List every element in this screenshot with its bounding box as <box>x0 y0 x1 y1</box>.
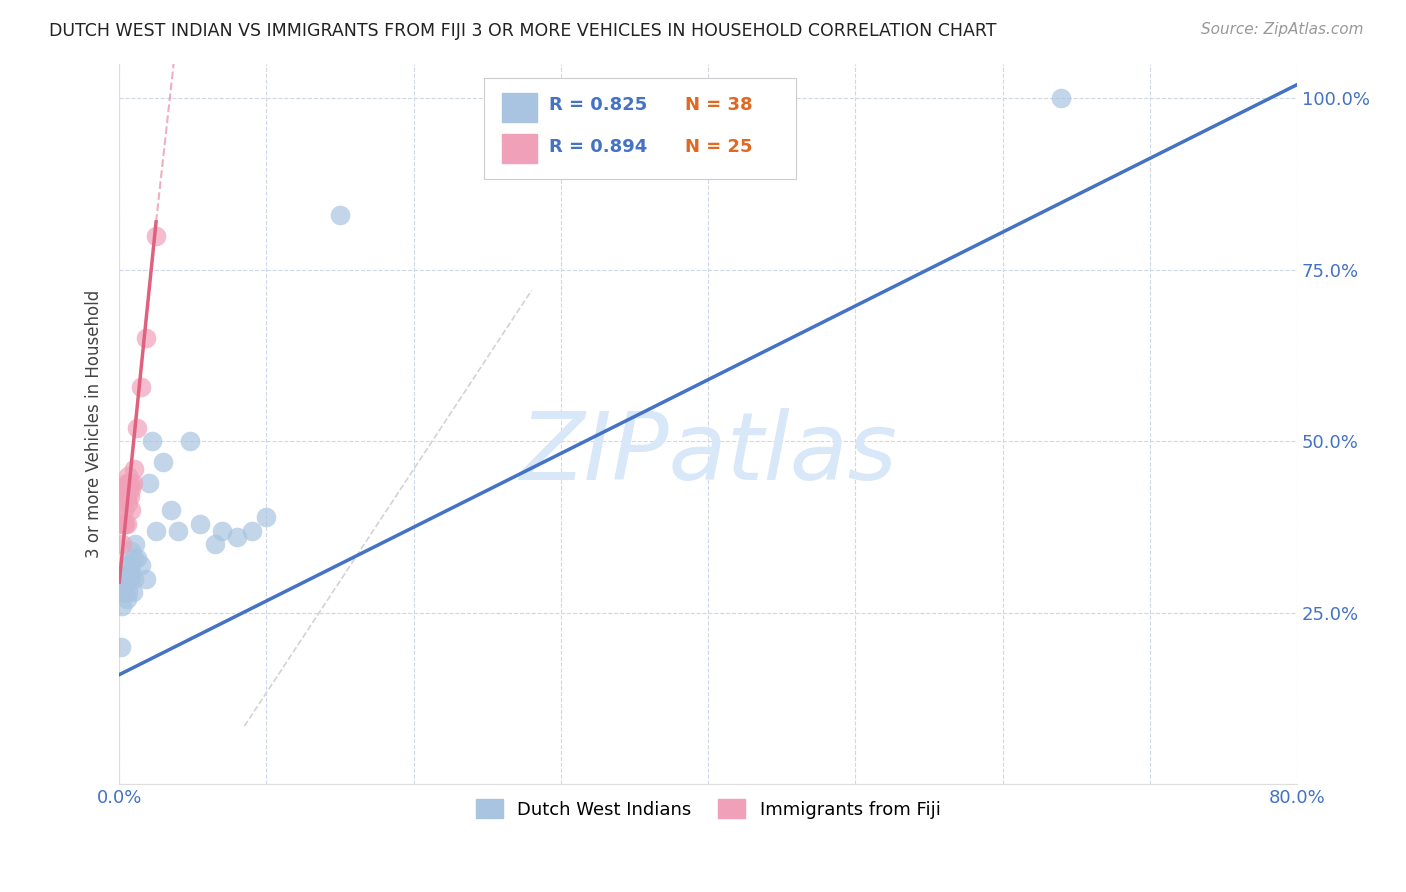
Text: N = 25: N = 25 <box>685 138 752 156</box>
Point <box>115 572 138 586</box>
Point <box>120 483 142 497</box>
Point <box>141 434 163 449</box>
Point <box>114 585 136 599</box>
Point <box>256 509 278 524</box>
Point <box>118 558 141 572</box>
Point <box>179 434 201 449</box>
Point <box>111 599 134 613</box>
Point <box>115 516 138 531</box>
Point <box>131 379 153 393</box>
Point <box>111 503 134 517</box>
Y-axis label: 3 or more Vehicles in Household: 3 or more Vehicles in Household <box>86 290 103 558</box>
Point <box>329 208 352 222</box>
Point <box>110 640 132 655</box>
Point <box>167 524 190 538</box>
FancyBboxPatch shape <box>502 134 537 162</box>
Point <box>135 331 157 345</box>
Point <box>111 537 134 551</box>
Point <box>115 489 138 503</box>
Point <box>112 572 135 586</box>
Text: R = 0.825: R = 0.825 <box>550 96 647 114</box>
Point <box>120 503 142 517</box>
Point <box>111 585 134 599</box>
Point <box>1050 91 1073 105</box>
Point <box>131 558 153 572</box>
Point <box>110 516 132 531</box>
Point <box>115 475 138 490</box>
Point <box>118 572 141 586</box>
Point <box>117 475 139 490</box>
Point <box>125 420 148 434</box>
Point <box>114 516 136 531</box>
Text: R = 0.894: R = 0.894 <box>550 138 647 156</box>
Point <box>152 455 174 469</box>
Point <box>122 551 145 566</box>
Point <box>120 544 142 558</box>
Point <box>112 585 135 599</box>
Point <box>145 228 167 243</box>
Text: N = 38: N = 38 <box>685 96 752 114</box>
Text: Source: ZipAtlas.com: Source: ZipAtlas.com <box>1201 22 1364 37</box>
Point <box>117 558 139 572</box>
Point <box>114 489 136 503</box>
Text: ZIPatlas: ZIPatlas <box>519 408 897 499</box>
Point <box>117 496 139 510</box>
Point <box>120 565 142 579</box>
Point <box>121 585 143 599</box>
Point <box>135 572 157 586</box>
Point <box>110 489 132 503</box>
Point <box>211 524 233 538</box>
Point <box>226 531 249 545</box>
Point <box>118 475 141 490</box>
Point <box>114 572 136 586</box>
Point <box>118 489 141 503</box>
Point <box>145 524 167 538</box>
Point <box>117 468 139 483</box>
Point <box>112 516 135 531</box>
Point <box>204 537 226 551</box>
Point <box>122 462 145 476</box>
FancyBboxPatch shape <box>502 93 537 121</box>
Text: DUTCH WEST INDIAN VS IMMIGRANTS FROM FIJI 3 OR MORE VEHICLES IN HOUSEHOLD CORREL: DUTCH WEST INDIAN VS IMMIGRANTS FROM FIJ… <box>49 22 997 40</box>
Point <box>125 551 148 566</box>
Point <box>159 503 181 517</box>
Point <box>115 592 138 607</box>
Legend: Dutch West Indians, Immigrants from Fiji: Dutch West Indians, Immigrants from Fiji <box>468 792 948 826</box>
Point <box>117 585 139 599</box>
Point <box>117 572 139 586</box>
Point <box>240 524 263 538</box>
Point <box>121 475 143 490</box>
Point <box>188 516 211 531</box>
Point <box>124 537 146 551</box>
Point <box>112 503 135 517</box>
Point <box>138 475 160 490</box>
Point <box>122 572 145 586</box>
FancyBboxPatch shape <box>485 78 796 179</box>
Point <box>112 483 135 497</box>
